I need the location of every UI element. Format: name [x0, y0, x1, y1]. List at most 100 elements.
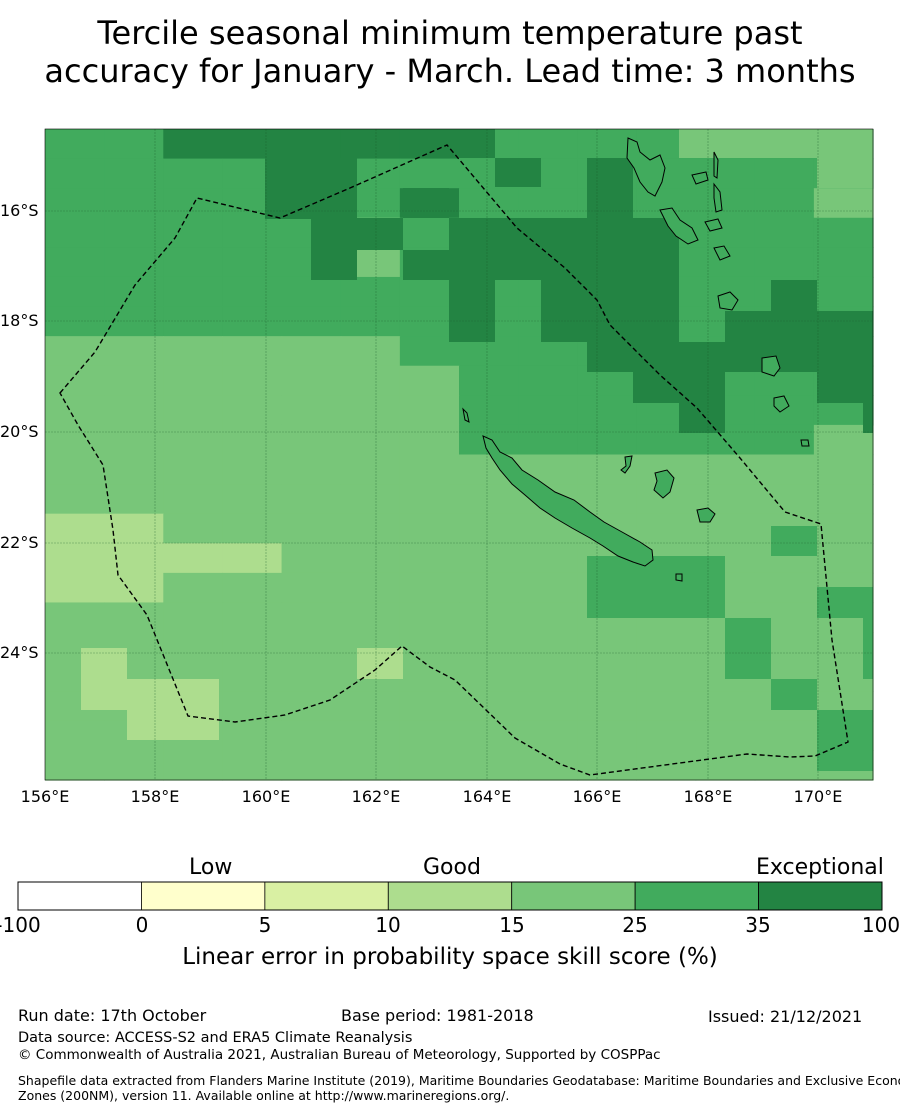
high-skill-cell [449, 280, 495, 342]
malakula-island [659, 207, 699, 245]
skill-cell [459, 484, 519, 515]
skill-cell [340, 454, 401, 485]
colorbar-segment [634, 881, 759, 911]
skill-cell [163, 632, 224, 663]
skill-cell [459, 365, 519, 396]
map-frame [44, 128, 874, 781]
lon-label-156e: 156°E [20, 787, 70, 806]
skill-cell [399, 513, 460, 544]
skill-cell [163, 395, 224, 426]
skill-cell [281, 750, 342, 781]
skill-cell [45, 188, 105, 219]
isle-of-pines [675, 573, 683, 582]
skill-cell [104, 276, 164, 308]
issued-date: Issued: 21/12/2021 [708, 1007, 863, 1026]
high-skill-cell [311, 218, 403, 250]
skill-cell [636, 750, 697, 781]
belep-island [462, 407, 470, 423]
skill-cell [577, 632, 638, 663]
high-skill-cell [541, 280, 679, 342]
skill-cell [695, 750, 756, 781]
skill-cell [45, 424, 105, 456]
skill-cell [754, 484, 815, 515]
skill-cell [518, 750, 578, 781]
skill-cell [163, 365, 224, 396]
skill-cell [222, 395, 283, 426]
lon-label-164e: 164°E [462, 787, 512, 806]
skill-cell [104, 543, 164, 574]
skill-cell [754, 247, 815, 278]
colorbar-segment [387, 881, 513, 911]
mare-island [696, 507, 716, 523]
skill-cell [222, 484, 283, 515]
ambrym-island [704, 218, 723, 232]
skill-cell [636, 691, 697, 722]
skill-cell [518, 661, 578, 692]
pentecost-island [713, 182, 723, 213]
skill-cell [577, 484, 638, 515]
skill-cell [163, 750, 224, 781]
low-skill-cell [403, 464, 449, 494]
colorbar-frame [17, 881, 883, 911]
skill-cell [754, 454, 815, 485]
title-line-1: Tercile seasonal minimum temperature pas… [97, 14, 803, 52]
skill-cell [281, 336, 342, 367]
skill-cell [281, 632, 342, 663]
skill-cell [340, 276, 401, 308]
skill-cell [163, 572, 224, 604]
skill-cell [104, 484, 164, 515]
skill-cell [813, 513, 874, 544]
skill-cell [45, 336, 105, 367]
skill-cell [518, 424, 578, 456]
skill-cell [459, 661, 519, 692]
skill-cell [45, 365, 105, 396]
high-skill-cell [449, 218, 633, 280]
skill-cell [754, 158, 815, 189]
skill-cell [459, 188, 519, 219]
skill-cell [518, 602, 578, 633]
colorbar [17, 881, 883, 911]
skill-cell [518, 691, 578, 722]
mid-skill-cell [771, 526, 817, 556]
skill-cell [340, 336, 401, 367]
high-skill-cell [173, 129, 265, 158]
skill-cell [222, 276, 283, 308]
skill-cell [340, 484, 401, 515]
skill-cell [813, 247, 874, 278]
skill-cell [163, 158, 224, 189]
skill-cell [281, 661, 342, 692]
low-skill-cell [679, 129, 817, 158]
skill-cell [695, 454, 756, 485]
skill-cell [459, 720, 519, 752]
high-skill-cell [587, 342, 633, 372]
high-skill-cell [771, 280, 817, 311]
skill-cell [518, 632, 578, 663]
skill-cell [518, 572, 578, 604]
ouvea-island [620, 455, 633, 474]
skill-cell [104, 365, 164, 396]
skill-cell [104, 454, 164, 485]
lon-label-166e: 166°E [572, 787, 622, 806]
skill-cell [281, 484, 342, 515]
lat-label-24s: 24°S [0, 643, 39, 662]
skill-cell [459, 543, 519, 574]
high-skill-cell [633, 342, 725, 403]
skill-cell [813, 217, 874, 248]
skill-cell [459, 632, 519, 663]
skill-cell [577, 720, 638, 752]
shapefile-credit-line-2: Zones (200NM), version 11. Available onl… [18, 1088, 510, 1103]
epi-island [713, 245, 731, 261]
skill-cell [163, 543, 224, 574]
skill-cell [222, 365, 283, 396]
skill-cell [163, 484, 224, 515]
maewo-island [713, 151, 719, 179]
skill-cell [754, 750, 815, 781]
high-skill-cell [403, 188, 449, 218]
mid-skill-cell [817, 587, 873, 618]
skill-cell [636, 513, 697, 544]
skill-cell [281, 276, 342, 308]
skill-cell [754, 188, 815, 219]
cb-tick-0: 0 [135, 913, 149, 937]
skill-cell [222, 632, 283, 663]
skill-cell [813, 188, 874, 219]
